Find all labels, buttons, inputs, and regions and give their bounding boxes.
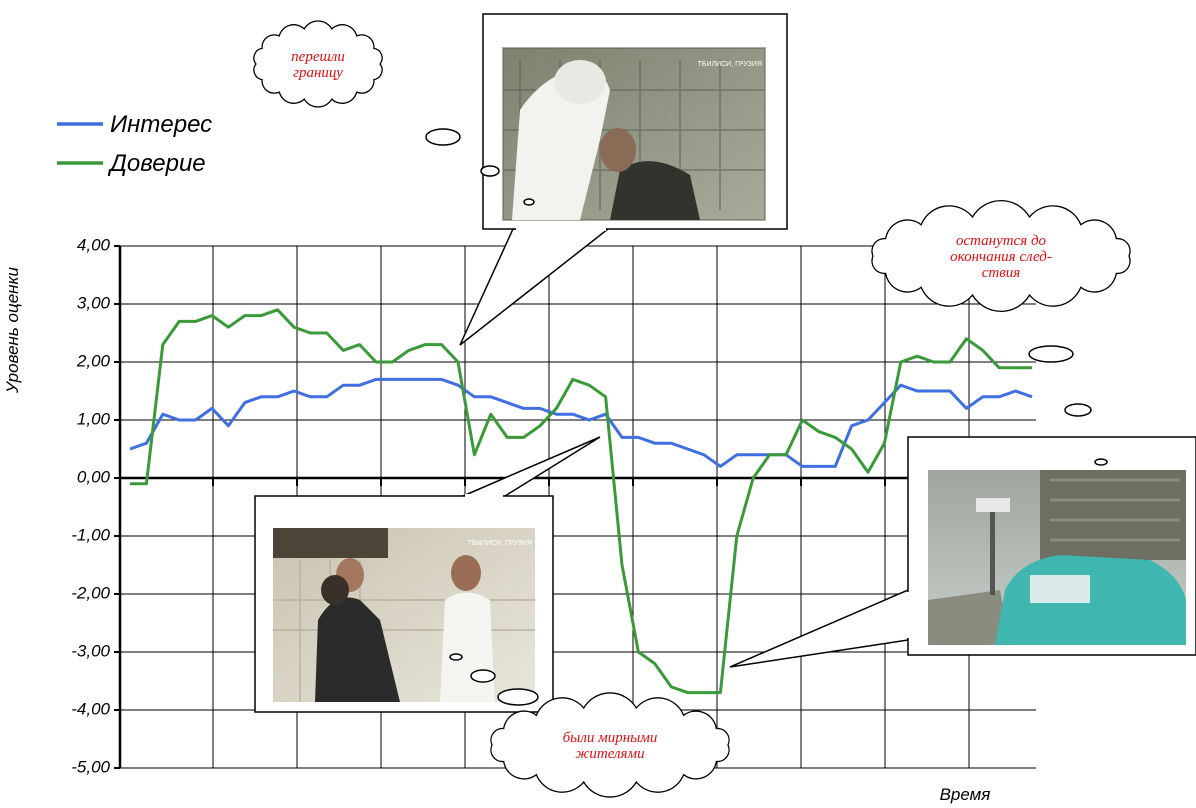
legend-label: Доверие bbox=[107, 150, 206, 177]
y-tick-label: 4,00 bbox=[77, 235, 111, 254]
annotation-text: перешли bbox=[291, 49, 345, 65]
thought-bubble bbox=[480, 165, 500, 177]
y-tick-label: 0,00 bbox=[77, 467, 111, 486]
y-tick-label: -5,00 bbox=[71, 757, 110, 776]
annotation-text: жителями bbox=[575, 746, 644, 762]
y-tick-label: -1,00 bbox=[71, 525, 110, 544]
thought-bubble bbox=[497, 688, 539, 706]
y-tick-label: -4,00 bbox=[71, 699, 110, 718]
thought-bubble bbox=[1094, 458, 1108, 466]
callout bbox=[254, 436, 601, 713]
y-tick-label: -2,00 bbox=[71, 583, 110, 602]
thought-bubble bbox=[470, 669, 496, 683]
legend-label: Интерес bbox=[110, 111, 212, 138]
plot-area: 4,00 3,00 2,00 1,00 0,00 -1,00 -2,00 -3,00 -4,00… bbox=[71, 235, 1036, 776]
thought-bubble bbox=[1064, 403, 1092, 417]
y-tick-label: -3,00 bbox=[71, 641, 110, 660]
x-axis-label: Время bbox=[940, 785, 991, 804]
y-tick-label: 1,00 bbox=[77, 409, 111, 428]
y-axis-label: Уровень оценки bbox=[3, 266, 22, 394]
annotation-text: ствия bbox=[982, 265, 1021, 281]
annotation-text: окончания след- bbox=[950, 249, 1052, 265]
annotation-text: были мирными bbox=[563, 730, 658, 746]
cloud bbox=[490, 692, 730, 798]
thought-bubble bbox=[449, 653, 463, 661]
y-tick-label: 2,00 bbox=[76, 351, 111, 370]
thought-bubble bbox=[425, 128, 461, 146]
callout bbox=[729, 436, 1196, 668]
photo-caption: ТБИЛИСИ, ГРУЗИЯ bbox=[698, 61, 762, 68]
thought-bubble bbox=[1028, 345, 1074, 363]
series-line bbox=[129, 377, 1033, 468]
annotation-text: останутся до bbox=[956, 233, 1047, 249]
cloud bbox=[253, 20, 383, 108]
annotation-text: границу bbox=[293, 65, 343, 81]
photo-caption: ТБИЛИСИ, ГРУЗИЯ bbox=[468, 540, 532, 547]
cloud bbox=[871, 200, 1131, 312]
series-line bbox=[130, 308, 1032, 695]
thought-bubble bbox=[523, 198, 535, 206]
callout bbox=[459, 13, 788, 346]
y-tick-label: 3,00 bbox=[77, 293, 111, 312]
